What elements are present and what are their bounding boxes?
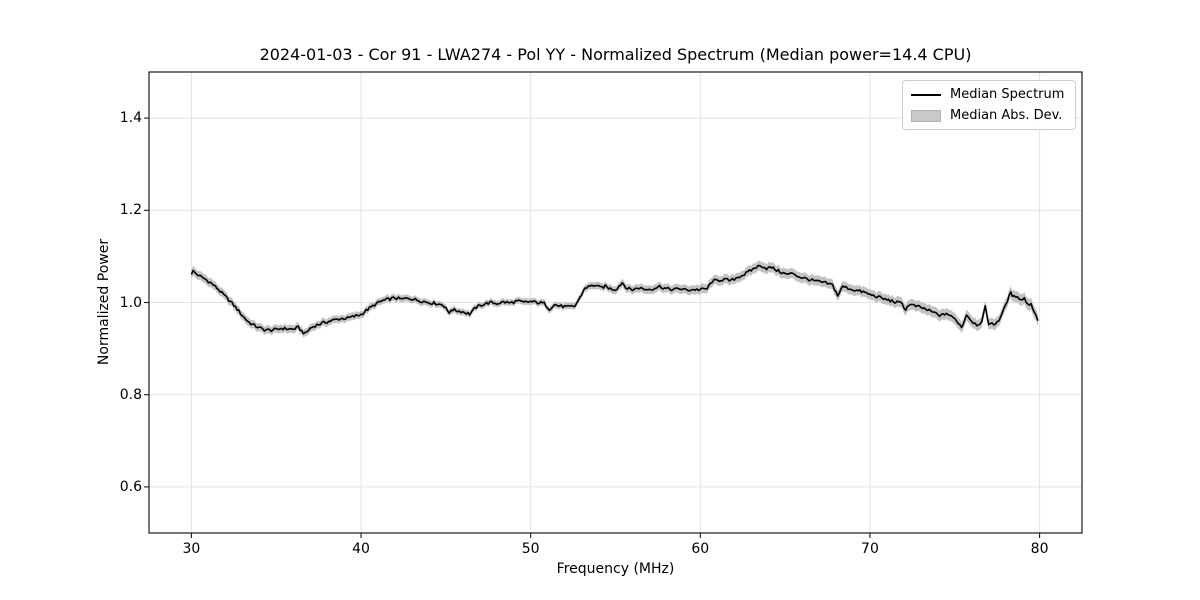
chart-title: 2024-01-03 - Cor 91 - LWA274 - Pol YY - … — [259, 45, 972, 64]
y-tick-label: 0.6 — [119, 478, 142, 495]
x-tick-label: 70 — [861, 541, 879, 557]
legend-item-label: Median Spectrum — [950, 87, 1065, 102]
legend: Median Spectrum Median Abs. Dev. — [902, 80, 1076, 130]
legend-patch-swatch-icon — [911, 109, 941, 122]
x-tick-label: 50 — [521, 541, 540, 557]
x-tick-label: 80 — [1030, 541, 1049, 557]
x-axis-label: Frequency (MHz) — [556, 561, 675, 577]
y-tick-label: 1.0 — [119, 294, 142, 311]
y-tick-label: 1.4 — [119, 110, 142, 127]
x-tick-label: 60 — [691, 541, 710, 557]
legend-line-swatch-icon — [911, 93, 941, 96]
y-tick-label: 0.8 — [119, 386, 142, 403]
legend-item-median-abs-dev: Median Abs. Dev. — [911, 107, 1067, 124]
legend-item-label: Median Abs. Dev. — [950, 108, 1063, 123]
x-tick-label: 40 — [352, 541, 370, 557]
median-spectrum-line — [190, 264, 1039, 335]
mad-band — [191, 260, 1038, 338]
y-tick-label: 1.2 — [119, 202, 142, 219]
x-tick-label: 30 — [182, 541, 201, 557]
legend-item-median-spectrum: Median Spectrum — [911, 86, 1067, 103]
